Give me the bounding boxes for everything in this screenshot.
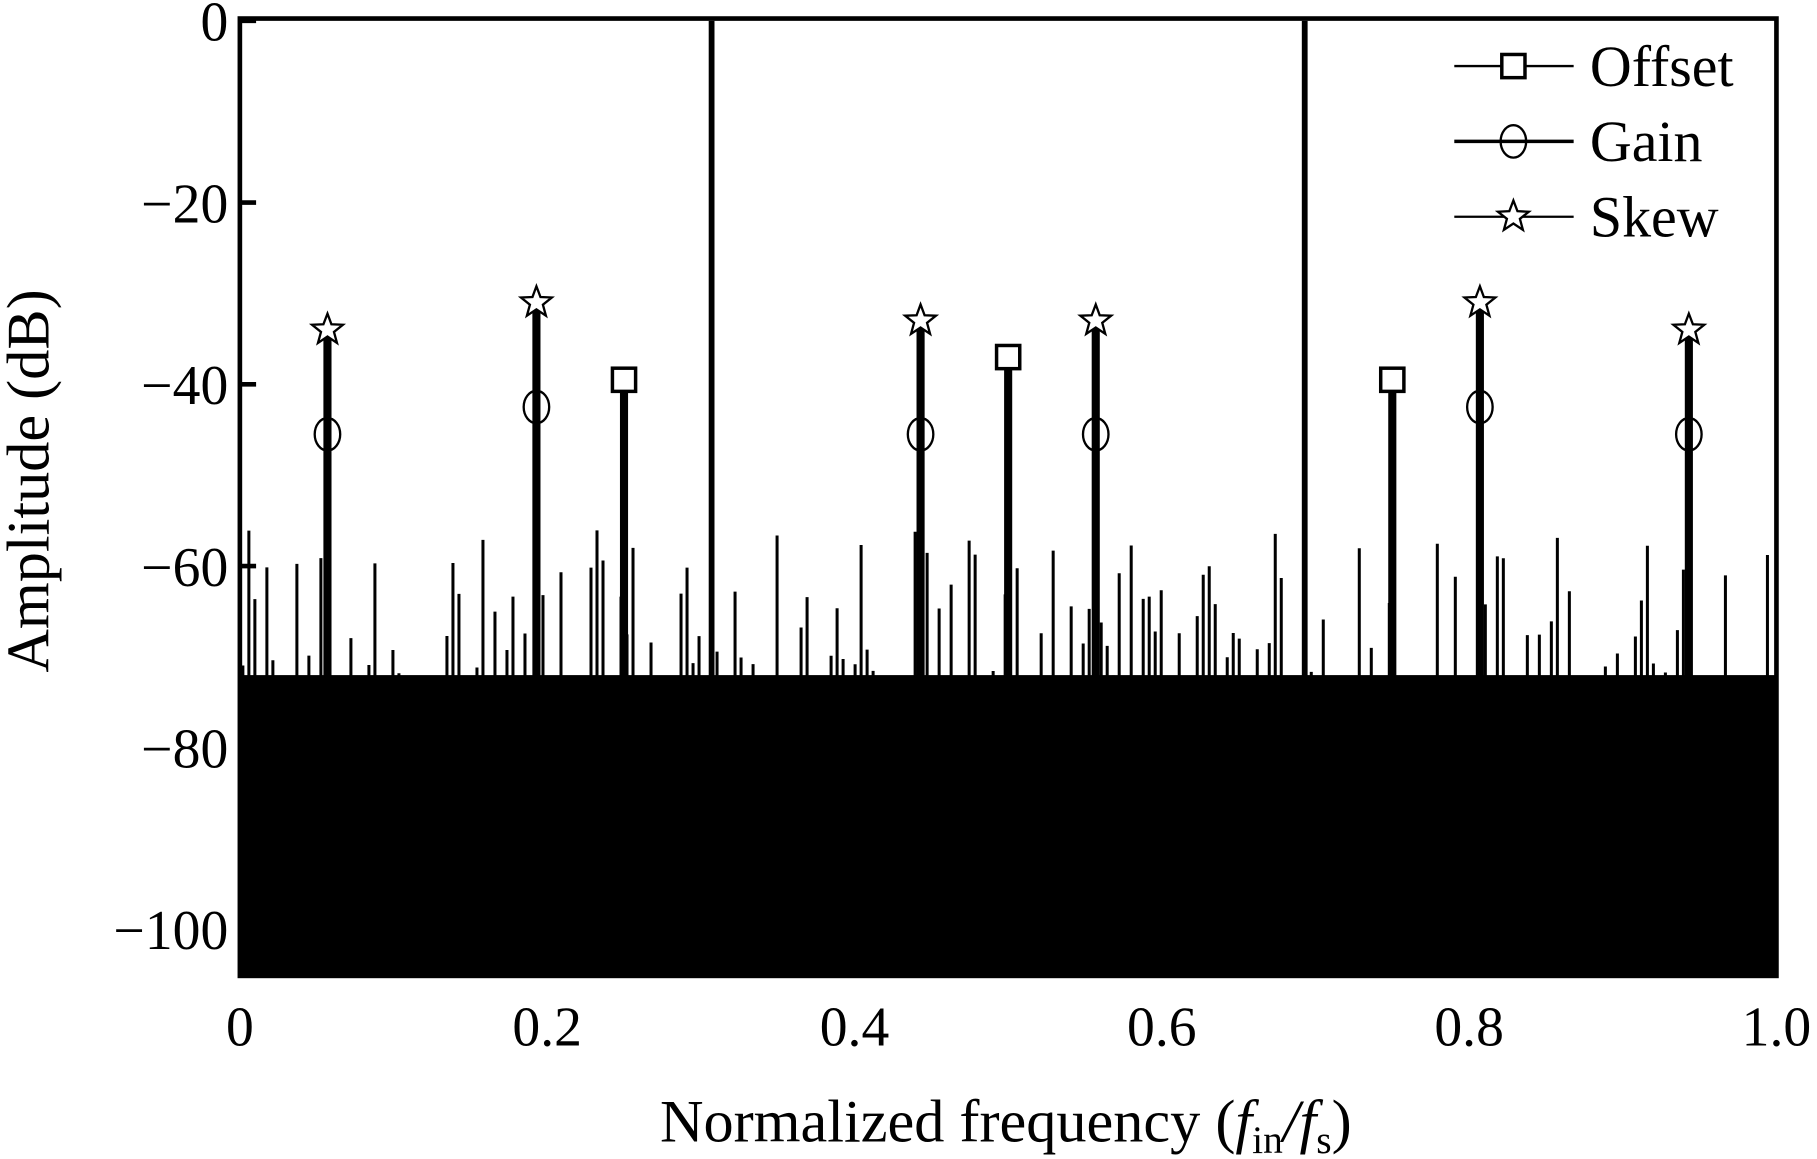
x-tick-label: 1.0	[1742, 996, 1812, 1058]
skew-icon	[1494, 197, 1532, 233]
offset-marker	[610, 366, 638, 394]
legend-label: Gain	[1590, 109, 1703, 174]
x-axis-title: Normalized frequency (fin/fs)	[660, 1089, 1352, 1159]
skew-marker	[308, 310, 347, 346]
gain-marker	[906, 416, 935, 452]
plot-area	[239, 20, 1777, 976]
legend-item-gain: Gain	[1454, 109, 1703, 174]
x-tick-label: 0	[226, 996, 254, 1058]
x-tick-label: 0.4	[820, 996, 890, 1058]
y-tick-label: −60	[141, 537, 228, 599]
legend-label: Offset	[1590, 34, 1734, 99]
skew-marker	[517, 282, 555, 319]
axes: 0 −20 −40 −60 −80 −100 0 0.2 0.4 0.6 0.8 1.0	[114, 0, 1812, 1058]
offset-marker	[1378, 366, 1406, 394]
x-tick-label: 0.6	[1127, 996, 1197, 1058]
y-tick-label: 0	[200, 0, 228, 54]
skew-marker	[1670, 310, 1708, 346]
legend: Offset Gain Skew	[1454, 34, 1734, 249]
gain-marker	[1081, 416, 1110, 452]
gain-marker	[522, 389, 551, 425]
x-tick-label: 0.2	[512, 996, 582, 1058]
offset-icon	[1500, 52, 1527, 80]
y-tick-label: −40	[141, 355, 228, 417]
y-tick-label: −100	[114, 900, 229, 962]
y-axis-title: Amplitude (dB)	[0, 289, 63, 672]
y-tick-label: −20	[141, 173, 228, 235]
axes-frame	[237, 16, 1779, 979]
gain-marker	[1465, 389, 1494, 425]
gain-marker	[313, 416, 342, 452]
gain-marker	[1674, 416, 1703, 452]
offset-marker	[994, 343, 1022, 371]
legend-item-skew: Skew	[1454, 184, 1719, 249]
gain-icon	[1499, 124, 1528, 159]
skew-marker	[1461, 282, 1499, 319]
x-tick-label: 0.8	[1434, 996, 1504, 1058]
legend-item-offset: Offset	[1454, 34, 1734, 99]
y-tick-label: −80	[141, 718, 228, 780]
legend-label: Skew	[1590, 184, 1719, 249]
skew-marker	[1077, 301, 1115, 337]
skew-marker	[901, 301, 940, 337]
